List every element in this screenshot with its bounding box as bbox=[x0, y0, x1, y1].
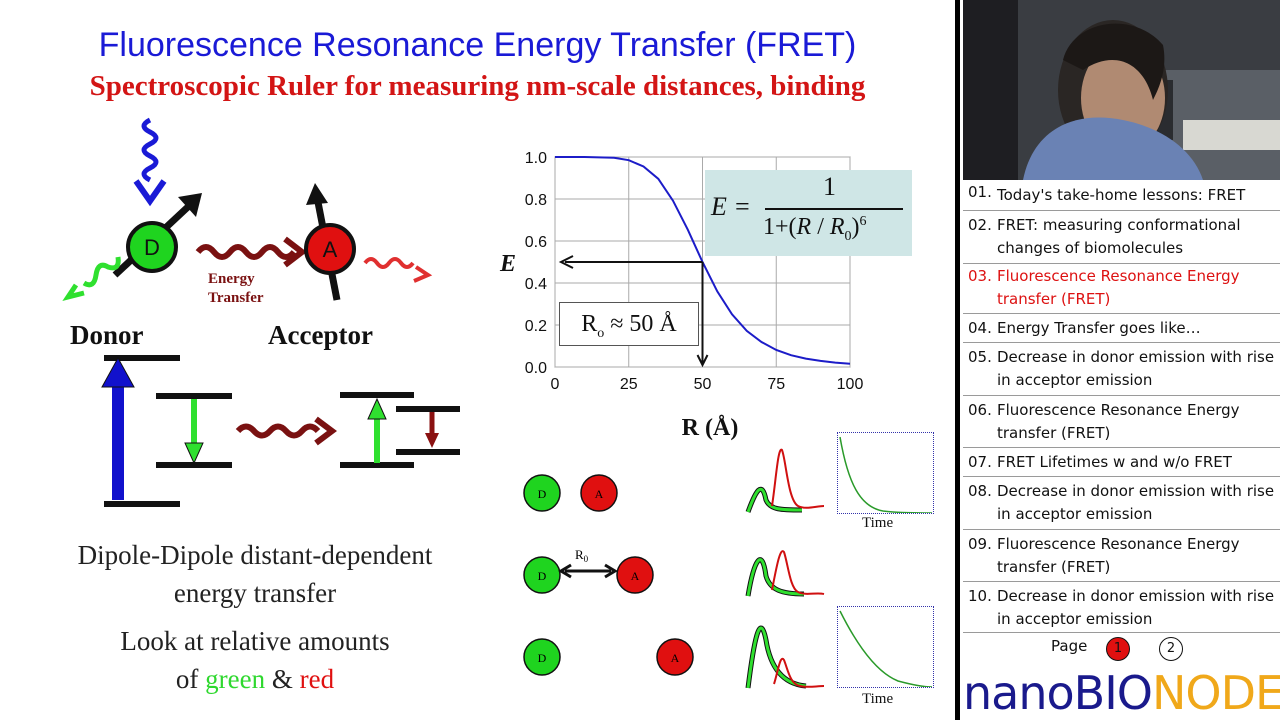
chapter-item[interactable]: 05. Decrease in donor emission with rise … bbox=[963, 343, 1280, 396]
efficiency-curve bbox=[555, 156, 851, 365]
chapter-item[interactable]: 08. Decrease in donor emission with rise … bbox=[963, 477, 1280, 530]
y-tick-label: 0.2 bbox=[525, 318, 547, 335]
chapter-item-active[interactable]: 03. Fluorescence Resonance Energy transfe… bbox=[963, 264, 1280, 314]
energy-label: Energy bbox=[208, 271, 255, 287]
y-tick-label: 0.6 bbox=[525, 234, 547, 251]
speaker-video[interactable] bbox=[963, 0, 1280, 180]
chart-ylabel: E bbox=[499, 251, 516, 277]
page-1-button[interactable]: 1 bbox=[1106, 637, 1130, 661]
donor-circle bbox=[126, 221, 178, 273]
look-line-1: Look at relative amounts bbox=[120, 626, 390, 656]
green-word: green bbox=[205, 664, 266, 694]
y-tick-label: 1.0 bbox=[525, 150, 547, 167]
chapter-item[interactable]: 02. FRET: measuring conformational change… bbox=[963, 211, 1280, 264]
formula-lhs: E = bbox=[711, 192, 751, 221]
chapter-item[interactable]: 10. Decrease in donor emission with rise … bbox=[963, 582, 1280, 633]
acceptor-label: Acceptor bbox=[268, 320, 373, 350]
red-word: red bbox=[299, 664, 335, 694]
r0-horizontal-arrow-icon bbox=[558, 255, 574, 269]
y-tick-label: 0.4 bbox=[525, 276, 547, 293]
x-tick-label: 0 bbox=[551, 376, 560, 393]
donor-label: Donor bbox=[70, 320, 144, 350]
pagination: Page 1 2 bbox=[963, 632, 1280, 668]
look-line-2: of green & red bbox=[175, 664, 335, 694]
y-tick-label: 0.0 bbox=[525, 360, 547, 377]
pair3-donor-label: D bbox=[538, 651, 547, 665]
decay-time-label-2: Time bbox=[862, 691, 894, 707]
slide-subtitle: Spectroscopic Ruler for measuring nm-sca… bbox=[89, 70, 866, 102]
fret-dipole-diagram: D Energy Transfer A bbox=[62, 117, 460, 507]
chapter-item[interactable]: 01. Today's take-home lessons: FRET bbox=[963, 181, 1280, 211]
acceptor-emission-wave-icon bbox=[363, 257, 415, 269]
excitation-wave-icon bbox=[141, 117, 159, 183]
emission-spectra bbox=[745, 448, 825, 689]
r0-pair-label: R0 bbox=[575, 547, 589, 564]
r0-vertical-arrow-icon bbox=[696, 354, 709, 368]
pair1-donor-label: D bbox=[538, 487, 547, 501]
pair3-acceptor-label: A bbox=[671, 651, 680, 665]
pair2-acceptor-label: A bbox=[631, 569, 640, 583]
acceptor-circle bbox=[304, 223, 356, 275]
decay-plot-1 bbox=[837, 432, 934, 514]
page-2-button[interactable]: 2 bbox=[1159, 637, 1183, 661]
chart-xlabel: R (Å) bbox=[682, 415, 739, 441]
x-tick-label: 75 bbox=[767, 376, 785, 393]
chapter-item[interactable]: 04. Energy Transfer goes like… bbox=[963, 314, 1280, 343]
slide-title: Fluorescence Resonance Energy Transfer (… bbox=[98, 26, 857, 64]
pair2-donor-label: D bbox=[538, 569, 547, 583]
formula-fraction-bar bbox=[765, 208, 903, 210]
decay-plot-2 bbox=[837, 606, 934, 688]
y-tick-label: 0.8 bbox=[525, 192, 547, 209]
chapter-item[interactable]: 07. FRET Lifetimes w and w/o FRET bbox=[963, 448, 1280, 477]
formula-denominator: 1+(R / R0)6 bbox=[763, 214, 867, 244]
donor-emission-wave-icon bbox=[82, 256, 121, 288]
dipole-line-1: Dipole-Dipole distant-dependent bbox=[77, 540, 433, 570]
dipole-line-2: energy transfer bbox=[173, 578, 337, 608]
chapter-item[interactable]: 06. Fluorescence Resonance Energy transfe… bbox=[963, 396, 1280, 448]
nanobionode-logo: nanoBIONODE bbox=[963, 666, 1280, 720]
x-tick-label: 100 bbox=[837, 376, 864, 393]
x-tick-label: 50 bbox=[694, 376, 712, 393]
r0-guide-lines bbox=[558, 255, 709, 368]
r0-value-box: Ro ≈ 50 Å bbox=[559, 302, 699, 346]
formula-numerator: 1 bbox=[823, 172, 836, 201]
pair1-acceptor-label: A bbox=[595, 487, 604, 501]
donor-acceptor-pairs: D A D R0 A D A bbox=[523, 474, 694, 676]
slide: Fluorescence Resonance Energy Transfer (… bbox=[0, 0, 955, 720]
level-transfer-wave-icon bbox=[235, 423, 321, 439]
chapter-item[interactable]: 09. Fluorescence Resonance Energy transfe… bbox=[963, 530, 1280, 582]
excitation-arrowhead-icon bbox=[133, 179, 167, 207]
x-tick-label: 25 bbox=[620, 376, 638, 393]
decay-time-label-1: Time bbox=[862, 515, 894, 531]
chart-ticks: 0 25 50 75 100 0.0 0.2 0.4 0.6 0.8 1.0 bbox=[525, 150, 864, 393]
transfer-label: Transfer bbox=[208, 290, 264, 306]
page-label: Page bbox=[1051, 637, 1088, 655]
donor-circle-label: D bbox=[144, 235, 160, 260]
formula-box: E = 1 1+(R / R0)6 bbox=[705, 170, 912, 256]
acceptor-circle-label: A bbox=[323, 237, 338, 262]
energy-transfer-wave-icon bbox=[195, 244, 297, 260]
